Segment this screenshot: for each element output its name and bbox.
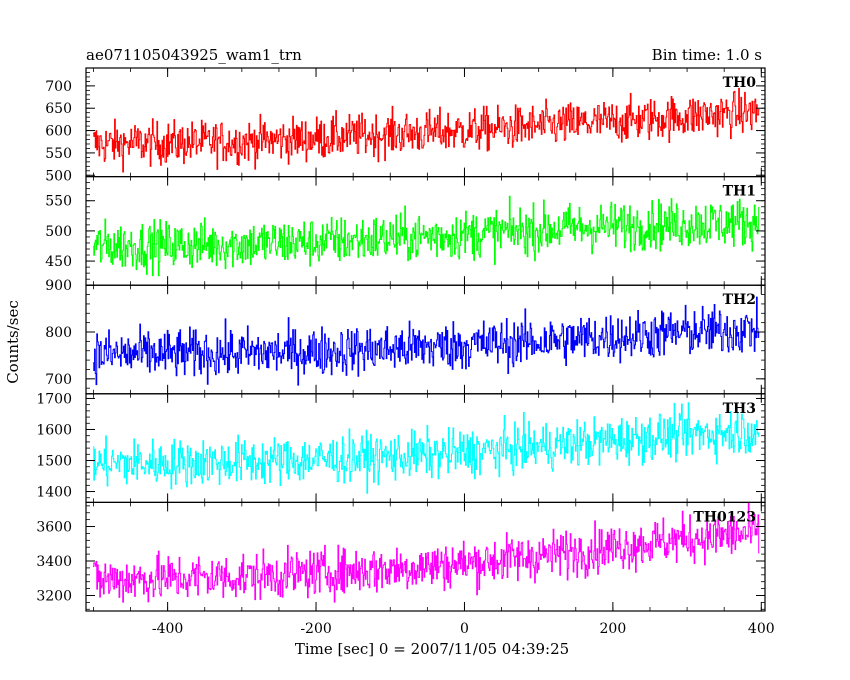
bin-time-label: Bin time: 1.0 s (652, 46, 762, 64)
series-line-th0123 (93, 502, 760, 603)
y-tick-label: 700 (45, 79, 72, 95)
y-tick-label: 3200 (36, 588, 72, 604)
panel-th0123: 3200 3400 3600 TH0123 (36, 501, 766, 612)
y-tick-label: 550 (45, 194, 72, 210)
x-tick-label: 200 (600, 621, 627, 637)
series-label-th2: TH2 (723, 292, 756, 308)
y-tick-label: 500 (45, 224, 72, 240)
series-line-th3 (93, 402, 760, 494)
y-tick-label: 550 (45, 146, 72, 162)
panel-th2: 700 800 900 TH2 (45, 278, 766, 395)
x-axis-label: Time [sec] 0 = 2007/11/05 04:39:25 (295, 640, 569, 658)
x-axis: -400 -200 0 200 400 (152, 621, 775, 637)
panels: 500 550 600 650 700 TH0 450 500 550 TH1 700 800 900 T… (36, 67, 766, 612)
series-line-th1 (93, 195, 760, 277)
plot-title: ae071105043925_wam1_trn (86, 46, 302, 64)
y-tick-label: 800 (45, 325, 72, 341)
series-line-th0 (93, 87, 760, 173)
y-tick-label: 500 (45, 168, 72, 184)
series-label-th0123: TH0123 (693, 509, 756, 525)
panel-frame (85, 501, 766, 612)
y-tick-label: 600 (45, 124, 72, 140)
x-tick-label: 400 (748, 621, 775, 637)
y-tick-label: 900 (45, 278, 72, 294)
y-tick-label: 650 (45, 101, 72, 117)
y-tick-label: 1400 (36, 485, 72, 501)
x-tick-label: -200 (300, 621, 331, 637)
y-tick-label: 3400 (36, 554, 72, 570)
series-line-th2 (93, 296, 760, 386)
series-label-th3: TH3 (723, 401, 756, 417)
y-tick-label: 3600 (36, 520, 72, 536)
panel-th1: 450 500 550 TH1 (45, 176, 766, 286)
y-tick-label: 700 (45, 372, 72, 388)
y-tick-label: 450 (45, 254, 72, 270)
y-tick-label: 1500 (36, 454, 72, 470)
series-label-th0: TH0 (723, 75, 757, 91)
x-tick-label: 0 (460, 621, 469, 637)
y-tick-label: 1600 (36, 422, 72, 438)
x-tick-label: -400 (152, 621, 183, 637)
y-tick-label: 1700 (36, 391, 72, 407)
panel-th0: 500 550 600 650 700 TH0 (45, 67, 766, 184)
panel-th3: 1400 1500 1600 1700 TH3 (36, 391, 766, 503)
y-axis-label: Counts/sec (4, 300, 22, 384)
series-label-th1: TH1 (723, 184, 756, 200)
